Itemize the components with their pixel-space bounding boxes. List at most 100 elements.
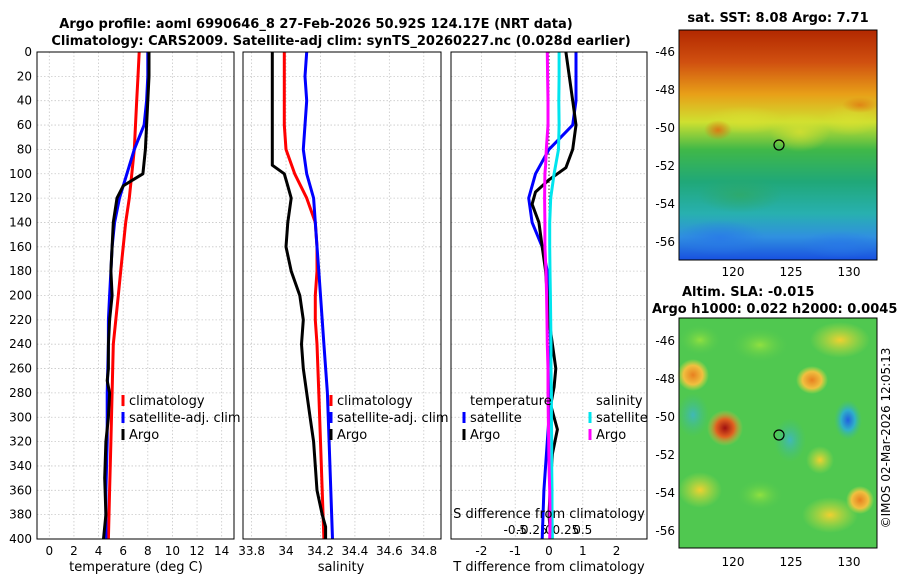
figure-title-line1: Argo profile: aoml 6990646_8 27-Feb-2026… bbox=[59, 17, 572, 32]
temperature-legend: climatology satellite-adj. clim Argo bbox=[121, 394, 241, 443]
sst-x-tick: 125 bbox=[780, 265, 803, 279]
difference-x-label: T difference from climatology bbox=[452, 560, 645, 575]
legend-label-satellite-adj: satellite-adj. clim bbox=[337, 411, 449, 426]
y-tick-label: 340 bbox=[9, 459, 32, 473]
x-tick-label: 2 bbox=[70, 544, 78, 558]
sst-feature bbox=[675, 220, 765, 256]
x-tick-label: 34.8 bbox=[410, 544, 437, 558]
y-tick-label: 120 bbox=[9, 191, 32, 205]
series-line-s-argo bbox=[543, 51, 552, 540]
series-line-satellite-adj-clim bbox=[301, 51, 334, 540]
top-x-tick-label: -0.25 bbox=[517, 523, 548, 537]
sla-feature bbox=[802, 497, 858, 533]
x-tick-label: 14 bbox=[214, 544, 229, 558]
sla-x-tick: 120 bbox=[722, 555, 745, 569]
legend-title-temperature: temperature bbox=[470, 394, 552, 409]
sst-map bbox=[675, 29, 880, 261]
sst-y-tick: -52 bbox=[655, 159, 675, 173]
sla-map-axes: -46 -48 -50 -52 -54 -56 120 125 130 bbox=[655, 334, 860, 569]
y-tick-label: 320 bbox=[9, 435, 32, 449]
x-tick-label: 2 bbox=[613, 544, 621, 558]
x-tick-label: -1 bbox=[509, 544, 521, 558]
sla-feature bbox=[736, 479, 784, 511]
y-tick-label: 360 bbox=[9, 483, 32, 497]
x-tick-label: 34.6 bbox=[376, 544, 403, 558]
x-tick-label: 6 bbox=[119, 544, 127, 558]
sla-feature bbox=[707, 410, 743, 446]
sst-map-frame bbox=[678, 29, 878, 261]
plot-frame bbox=[242, 51, 442, 540]
sla-map-frame bbox=[678, 317, 878, 549]
top-x-tick-label: -0.5 bbox=[503, 523, 526, 537]
x-tick-label: 0 bbox=[45, 544, 53, 558]
sla-x-tick: 125 bbox=[780, 555, 803, 569]
legend-label-t-argo: Argo bbox=[470, 428, 500, 443]
sst-map-title: sat. SST: 8.08 Argo: 7.71 bbox=[687, 11, 868, 26]
sst-feature bbox=[842, 97, 878, 113]
temperature-panel: 0 2 4 6 8 10 12 1402040608010012014016018020022… bbox=[9, 45, 235, 558]
x-tick-label: 34.4 bbox=[342, 544, 369, 558]
sla-feature bbox=[730, 327, 790, 363]
y-tick-label: 300 bbox=[9, 410, 32, 424]
sla-feature bbox=[774, 418, 806, 462]
legend-label-climatology: climatology bbox=[337, 394, 413, 409]
argo-position-marker bbox=[773, 429, 785, 441]
y-tick-label: 380 bbox=[9, 508, 32, 522]
legend-label-argo: Argo bbox=[129, 428, 159, 443]
x-tick-label: 34.2 bbox=[307, 544, 334, 558]
y-tick-label: 80 bbox=[17, 142, 32, 156]
x-tick-label: 4 bbox=[95, 544, 103, 558]
y-tick-label: 200 bbox=[9, 289, 32, 303]
legend-label-argo: Argo bbox=[337, 428, 367, 443]
y-tick-label: 60 bbox=[17, 118, 32, 132]
series-line-argo bbox=[270, 52, 328, 539]
sst-map-axes: -46 -48 -50 -52 -54 -56 120 125 130 bbox=[655, 45, 860, 279]
sst-feature bbox=[698, 177, 782, 213]
sla-feature bbox=[678, 324, 722, 356]
plot-frame bbox=[450, 51, 648, 540]
difference-panel: -2 -1 0 1 2-0.5-0.250 0.250.5 bbox=[450, 51, 648, 558]
sla-map bbox=[677, 317, 878, 549]
salinity-x-label: salinity bbox=[318, 560, 365, 575]
sla-feature bbox=[677, 359, 709, 391]
legend-label-t-satellite: satellite bbox=[470, 411, 522, 426]
y-tick-label: 160 bbox=[9, 240, 32, 254]
sst-x-tick: 120 bbox=[722, 265, 745, 279]
x-tick-label: 34 bbox=[278, 544, 293, 558]
difference-legend: temperature satellite Argo salinity sate… bbox=[462, 394, 648, 443]
y-tick-label: 100 bbox=[9, 167, 32, 181]
legend-label-s-argo: Argo bbox=[596, 428, 626, 443]
salinity-panel: 33.8 34 34.2 34.4 34.6 34.8 bbox=[238, 51, 442, 558]
plot-frame bbox=[36, 51, 235, 540]
series-line-climatology bbox=[106, 51, 141, 540]
difference-top-x-label: S difference from climatology bbox=[453, 507, 645, 522]
y-tick-label: 0 bbox=[24, 45, 32, 59]
sla-feature bbox=[796, 366, 828, 394]
y-tick-label: 280 bbox=[9, 386, 32, 400]
series-line-s-satellite bbox=[548, 52, 561, 540]
y-tick-label: 40 bbox=[17, 94, 32, 108]
x-tick-label: 0 bbox=[545, 544, 553, 558]
legend-label-climatology: climatology bbox=[129, 394, 205, 409]
sst-x-tick: 130 bbox=[838, 265, 861, 279]
x-tick-label: 33.8 bbox=[238, 544, 265, 558]
sla-feature bbox=[810, 322, 870, 358]
sla-y-tick: -54 bbox=[655, 486, 675, 500]
salinity-legend: climatology satellite-adj. clim Argo bbox=[329, 394, 449, 443]
y-tick-label: 180 bbox=[9, 264, 32, 278]
sst-y-tick: -46 bbox=[655, 45, 675, 59]
sst-feature bbox=[704, 120, 732, 140]
sla-map-title-line2: Argo h1000: 0.022 h2000: 0.0045 bbox=[652, 302, 897, 317]
sla-x-tick: 130 bbox=[838, 555, 861, 569]
sst-feature bbox=[770, 112, 830, 152]
sla-feature bbox=[846, 486, 874, 514]
y-tick-label: 20 bbox=[17, 69, 32, 83]
top-x-tick-label: 0.25 bbox=[553, 523, 580, 537]
x-tick-label: 1 bbox=[579, 544, 587, 558]
sst-y-tick: -54 bbox=[655, 197, 675, 211]
y-tick-label: 260 bbox=[9, 362, 32, 376]
y-tick-label: 140 bbox=[9, 215, 32, 229]
sst-y-tick: -56 bbox=[655, 235, 675, 249]
figure-title-line2: Climatology: CARS2009. Satellite-adj cli… bbox=[51, 34, 630, 49]
sla-y-tick: -46 bbox=[655, 334, 675, 348]
